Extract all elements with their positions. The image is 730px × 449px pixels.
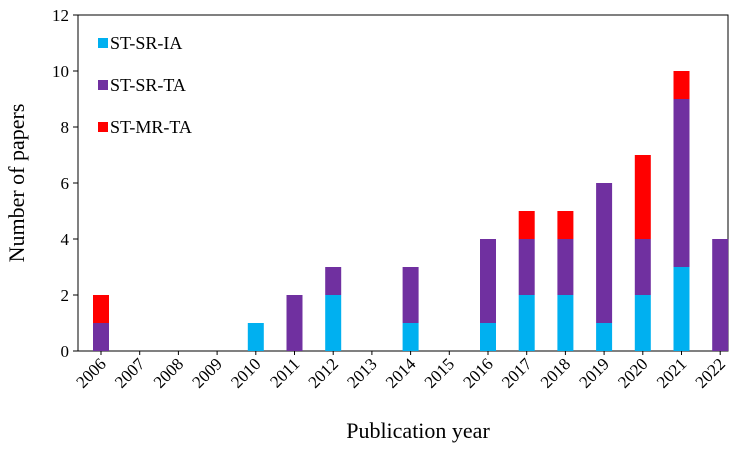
bar-segment — [480, 323, 496, 351]
bar-segment — [480, 239, 496, 323]
x-tick-label: 2016 — [459, 354, 496, 391]
bar-segment — [402, 267, 419, 323]
y-tick-label: 0 — [61, 342, 70, 361]
bar-segment — [596, 183, 613, 323]
x-tick-label: 2013 — [343, 354, 380, 391]
y-tick-label: 6 — [61, 174, 70, 193]
legend-label: ST-MR-TA — [110, 117, 192, 137]
x-tick-label: 2021 — [653, 354, 690, 391]
bar-segment — [325, 295, 342, 351]
y-tick-label: 10 — [52, 62, 69, 81]
bar-segment — [712, 239, 729, 351]
bar-segment — [673, 99, 690, 267]
x-tick-label: 2012 — [305, 354, 342, 391]
y-tick-label: 4 — [61, 230, 70, 249]
bar-segment — [557, 239, 574, 295]
bar-segment — [518, 239, 535, 295]
x-tick-label: 2008 — [150, 354, 187, 391]
legend-label: ST-SR-TA — [110, 75, 186, 95]
bar-segment — [673, 71, 690, 99]
x-axis-label: Publication year — [346, 418, 490, 443]
y-tick-label: 12 — [52, 6, 69, 25]
x-tick-label: 2014 — [382, 354, 420, 392]
bar-segment — [596, 323, 613, 351]
bar-segment — [93, 323, 109, 351]
bar-segment — [673, 267, 690, 351]
x-tick-label: 2007 — [111, 354, 149, 392]
x-tick-label: 2015 — [421, 354, 458, 391]
x-tick-label: 2009 — [188, 354, 225, 391]
legend-swatch — [98, 122, 108, 132]
bar-segment — [518, 295, 535, 351]
x-tick-label: 2018 — [537, 354, 574, 391]
bar-segment — [286, 295, 303, 351]
bar-segment — [247, 323, 264, 351]
bar-segment — [634, 295, 651, 351]
legend-swatch — [98, 38, 108, 48]
x-tick-label: 2022 — [692, 354, 729, 391]
x-tick-label: 2006 — [72, 354, 109, 391]
bar-segment — [402, 323, 419, 351]
bar-segment — [557, 295, 574, 351]
bar-segment — [634, 155, 651, 239]
x-tick-label: 2019 — [575, 354, 612, 391]
bar-segment — [93, 295, 109, 323]
legend-label: ST-SR-IA — [110, 33, 182, 53]
y-axis-label: Number of papers — [4, 104, 29, 263]
legend-swatch — [98, 80, 108, 90]
bar-segment — [518, 211, 535, 239]
bar-segment — [325, 267, 342, 295]
y-tick-label: 2 — [61, 286, 70, 305]
bar-segment — [634, 239, 651, 295]
x-tick-label: 2011 — [266, 354, 303, 391]
bar-segment — [557, 211, 574, 239]
y-tick-label: 8 — [61, 118, 70, 137]
x-tick-label: 2010 — [227, 354, 264, 391]
x-tick-label: 2017 — [498, 354, 536, 392]
x-tick-label: 2020 — [614, 354, 651, 391]
